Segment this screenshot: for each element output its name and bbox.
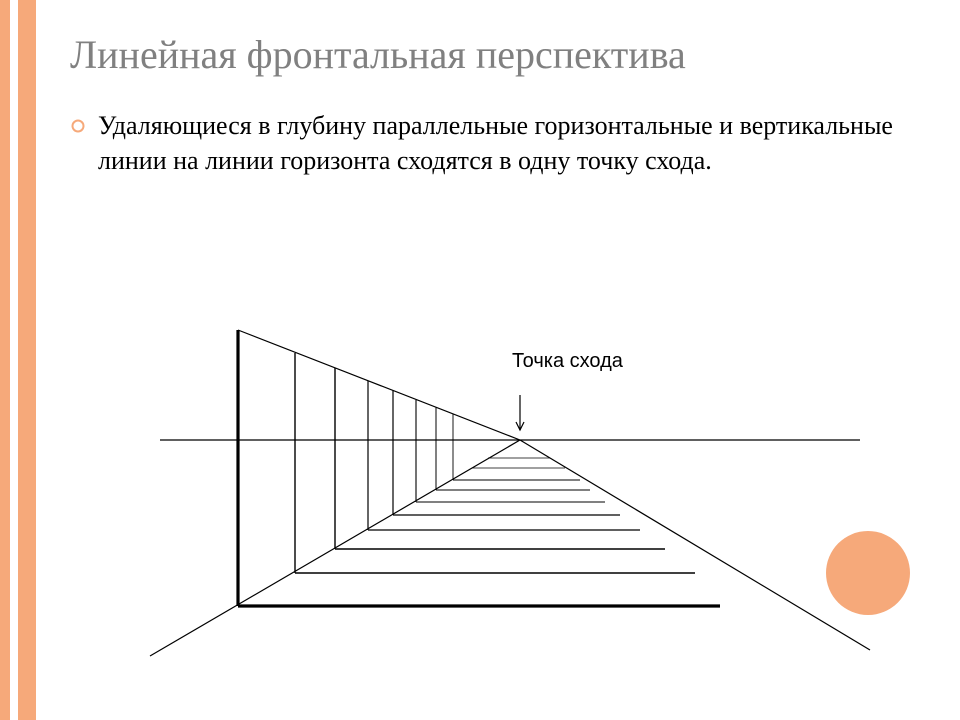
left-stripe-thick — [18, 0, 36, 720]
bullet-item: Удаляющиеся в глубину параллельные гориз… — [70, 108, 930, 178]
corner-circle-decoration — [826, 531, 910, 615]
content-area: Линейная фронтальная перспектива Удаляющ… — [70, 30, 930, 178]
page-title: Линейная фронтальная перспектива — [70, 30, 930, 80]
perspective-diagram — [190, 340, 830, 660]
bullet-ring-icon — [70, 118, 86, 139]
left-stripe-thin — [0, 0, 10, 720]
body-text: Удаляющиеся в глубину параллельные гориз… — [98, 108, 930, 178]
